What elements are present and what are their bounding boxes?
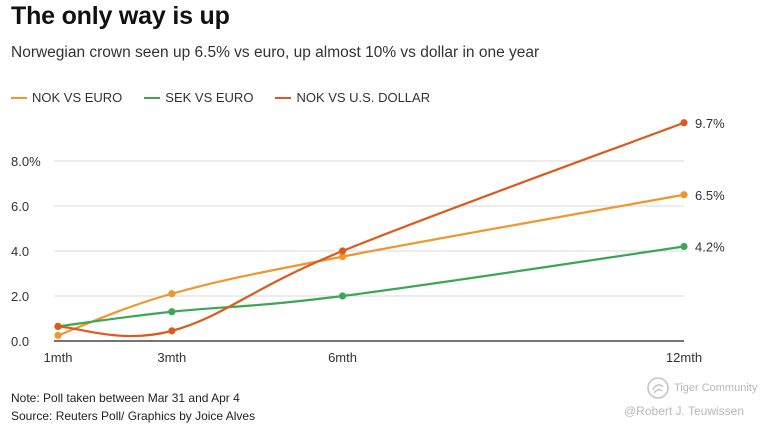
legend-item-nok-usd: NOK VS U.S. DOLLAR <box>275 90 430 105</box>
x-tick-label: 3mth <box>157 350 186 365</box>
x-tick-label: 12mth <box>666 350 702 365</box>
data-point-nok-vs-euro <box>54 331 62 339</box>
y-tick-label: 4.0 <box>11 244 29 259</box>
series-line-sek-vs-euro <box>57 245 685 328</box>
chart-title: The only way is up <box>11 2 230 30</box>
legend-item-nok-euro: NOK VS EURO <box>11 90 122 105</box>
end-label-nok-vs-u-s-dollar: 9.7% <box>695 116 725 131</box>
data-point-nok-vs-euro <box>168 290 176 298</box>
data-point-sek-vs-euro <box>680 242 688 251</box>
data-point-nok-vs-u-s-dollar <box>168 327 176 335</box>
x-tick-label: 1mth <box>44 350 73 365</box>
series-line-nok-vs-euro <box>57 193 685 337</box>
source-line: Source: Reuters Poll/ Graphics by Joice … <box>11 409 256 423</box>
watermark-logo: Tiger Community <box>646 376 757 400</box>
end-label-sek-vs-euro: 4.2% <box>695 240 725 255</box>
data-point-nok-vs-euro <box>338 253 347 261</box>
legend-label-nok-usd: NOK VS U.S. DOLLAR <box>296 90 431 105</box>
watermark-logo-text: Tiger Community <box>674 382 758 394</box>
legend-swatch-nok-euro <box>11 96 27 99</box>
series-line-nok-vs-u-s-dollar <box>57 121 685 338</box>
y-tick-label: 8.0% <box>11 154 41 169</box>
legend: NOK VS EURO SEK VS EURO NOK VS U.S. DOLL… <box>11 90 452 105</box>
data-point-nok-vs-u-s-dollar <box>338 247 347 255</box>
legend-item-sek-euro: SEK VS EURO <box>144 90 253 105</box>
data-point-sek-vs-euro <box>338 292 347 300</box>
legend-label-sek-euro: SEK VS EURO <box>165 90 254 105</box>
data-point-nok-vs-u-s-dollar <box>680 119 688 127</box>
legend-swatch-sek-euro <box>144 96 161 99</box>
legend-label-nok-euro: NOK VS EURO <box>32 90 123 105</box>
legend-swatch-nok-usd <box>275 96 292 99</box>
tiger-logo-icon <box>647 377 669 399</box>
y-tick-label: 2.0 <box>11 289 29 304</box>
footnote: Note: Poll taken between Mar 31 and Apr … <box>11 391 240 405</box>
end-label-nok-vs-euro: 6.5% <box>695 188 725 203</box>
data-point-nok-vs-euro <box>680 191 688 199</box>
data-point-sek-vs-euro <box>168 308 176 316</box>
y-tick-label: 0.0 <box>11 334 29 349</box>
x-tick-label: 6mth <box>328 350 357 365</box>
data-point-nok-vs-u-s-dollar <box>54 322 62 330</box>
chart-subtitle: Norwegian crown seen up 6.5% vs euro, up… <box>11 44 540 61</box>
y-tick-label: 6.0 <box>11 199 29 214</box>
watermark-handle: @Robert J. Teuwissen <box>624 404 745 418</box>
